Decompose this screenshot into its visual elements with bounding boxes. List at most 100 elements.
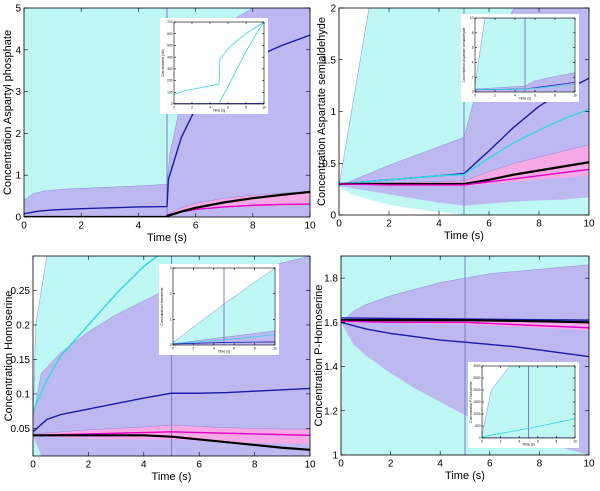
phomoserine-ytick-label: 1.8: [324, 274, 338, 285]
aspartyl-xtick-label: 10: [304, 221, 316, 232]
semialdehyde-inset-ytick-label: 0: [472, 90, 474, 94]
semialdehyde-xtick-label: 0: [336, 219, 342, 230]
homoserine-inset-ytick-label: 1: [170, 317, 172, 321]
phomoserine-ytick-label: 1.4: [324, 362, 338, 373]
aspartyl-inset-series-cyan-0: [174, 22, 264, 96]
homoserine-series-magenta-2: [33, 431, 310, 437]
phomoserine-inset-ytick-label: 1500: [473, 400, 480, 404]
semialdehyde-inset-ytick-label: 6: [472, 46, 474, 50]
semialdehyde-inset-band-edge-1: [475, 72, 575, 90]
homoserine-axes-frame: [32, 255, 311, 457]
phomoserine-inset-ytick-label: 3000: [473, 364, 480, 368]
phomoserine-xtick-label: 8: [537, 459, 543, 470]
semialdehyde-ytick-label: 1.5: [322, 55, 336, 66]
semialdehyde-series-magenta-3: [339, 168, 589, 186]
phomoserine-series-blue-1: [341, 321, 589, 358]
phomoserine-inset-xtick-label: 4: [518, 440, 520, 444]
phomoserine-ytick-label: 1.6: [324, 318, 338, 329]
homoserine-xtick-label: 4: [141, 460, 147, 471]
phomoserine-ytick-label: 1: [332, 451, 338, 462]
homoserine-inset-series-cyan-0: [173, 334, 275, 345]
phomoserine-inset-xtick-label: 10: [573, 440, 577, 444]
semialdehyde-inset-ytick-label: 2: [472, 75, 474, 79]
aspartyl-xtick-label: 6: [193, 221, 199, 232]
phomoserine-inset-ytick-label: 1000: [473, 412, 480, 416]
homoserine-xtick-label: 8: [252, 460, 258, 471]
aspartyl-inset-ytick-label: 300: [167, 67, 173, 71]
semialdehyde-xtick-label: 4: [436, 219, 442, 230]
phomoserine-inset-panel: 0 2 4 6 8 10 0 500 1000 1500 2000 2500 3000 Time (s) C…: [469, 364, 577, 447]
semialdehyde-ytick-label: 0: [330, 211, 336, 222]
homoserine-xtick-label: 2: [86, 460, 92, 471]
homoserine-inset-series-blue-1: [173, 341, 275, 345]
aspartyl-inset-xlabel: Time (s): [213, 109, 225, 113]
homoserine-inset-xtick-label: 0: [172, 347, 174, 351]
aspartyl-inset-ylabel: Concentration (uM): [161, 49, 165, 76]
phomoserine-xtick-label: 10: [583, 459, 595, 470]
semialdehyde-inset-xtick-label: 2: [494, 94, 496, 98]
semialdehyde-inset-xtick-label: 0: [474, 94, 476, 98]
phomoserine-inset-xlabel: Time (s): [522, 443, 534, 447]
semialdehyde-inset-xtick-label: 4: [514, 94, 516, 98]
aspartyl-inset-ytick-label: 700: [167, 20, 173, 24]
semialdehyde-xtick-label: 8: [536, 219, 542, 230]
aspartyl-inset-ytick-label: 0: [171, 102, 173, 106]
semialdehyde-ytick-label: 0.5: [322, 159, 336, 170]
homoserine-ytick-label: 0.05: [11, 424, 31, 435]
phomoserine-xtick-label: 4: [437, 459, 443, 470]
homoserine-inset-ytick-label: 0: [170, 343, 172, 347]
phomoserine-inset-ytick-label: 0: [479, 436, 481, 440]
aspartyl-inset-xtick-label: 4: [209, 106, 211, 110]
phomoserine-inset-xtick-label: 0: [481, 440, 483, 444]
homoserine-series-cyan-0: [33, 256, 159, 412]
phomoserine-inset-ytick-label: 2000: [473, 388, 480, 392]
semialdehyde-inset-band-edge-0: [475, 18, 575, 85]
aspartyl-inset-ytick-label: 400: [167, 55, 173, 59]
aspartyl-inset-ytick-label: 600: [167, 32, 173, 36]
aspartyl-xtick-label: 4: [136, 221, 142, 232]
homoserine-ytick-label: 0.25: [11, 286, 31, 297]
phomoserine-inset-ylabel: Concentration P-Homoserine: [469, 381, 473, 422]
semialdehyde-inset-ytick-label: 10: [470, 16, 474, 20]
phomoserine-inset-ytick-label: 2500: [473, 376, 480, 380]
aspartyl-inset-xtick-label: 2: [191, 106, 193, 110]
homoserine-xtick-label: 6: [196, 460, 202, 471]
semialdehyde-xtick-label: 2: [386, 219, 392, 230]
aspartyl-ytick-label: 5: [15, 4, 21, 15]
aspartyl-inset-plot-background: [174, 22, 264, 104]
homoserine-ylabel: Concentration Homoserine: [3, 291, 15, 422]
aspartyl-xtick-label: 0: [21, 221, 27, 232]
phomoserine-inset-series-cyan-0: [482, 418, 575, 438]
homoserine-inset-xtick-label: 2: [193, 347, 195, 351]
aspartyl-inset-xtick-label: 10: [262, 106, 266, 110]
semialdehyde-inset-plot-area: [475, 18, 575, 92]
phomoserine-series-black-2: [341, 319, 589, 324]
aspartyl-inset-axes-frame: [173, 21, 265, 105]
aspartyl-inset-ytick-label: 500: [167, 44, 173, 48]
phomoserine-ytick-label: 1.2: [324, 406, 338, 417]
aspartyl-xtick-label: 2: [78, 221, 84, 232]
homoserine-inset-xtick-label: 6: [233, 347, 235, 351]
aspartyl-xlabel: Time (s): [147, 232, 187, 244]
aspartyl-axes-frame: [23, 7, 311, 218]
aspartyl-inset-ytick-label: 100: [167, 90, 173, 94]
semialdehyde-inset-axes-frame: [474, 17, 576, 93]
semialdehyde-inset-xtick-label: 6: [534, 94, 536, 98]
homoserine-inset-plot-area: [173, 268, 275, 345]
homoserine-xlabel: Time (s): [152, 471, 192, 483]
semialdehyde-inset-panel: 0 2 4 6 8 10 0 2 4 6 8 10 Time (s) Concentration Aspa…: [462, 16, 577, 101]
aspartyl-inset-ytick-label: 200: [167, 79, 173, 83]
phomoserine-series-blue-0: [341, 317, 589, 321]
semialdehyde-band-pink-2: [339, 144, 589, 187]
aspartyl-xtick-label: 8: [250, 221, 256, 232]
phomoserine-band-edge-1: [341, 264, 589, 323]
phomoserine-inset-xtick-label: 6: [537, 440, 539, 444]
phomoserine-xtick-label: 6: [487, 459, 493, 470]
aspartyl-inset-xtick-label: 0: [173, 106, 175, 110]
aspartyl-ytick-label: 0: [15, 213, 21, 224]
semialdehyde-inset-ytick-label: 4: [472, 61, 474, 65]
semialdehyde-xlabel: Time (s): [444, 230, 484, 242]
